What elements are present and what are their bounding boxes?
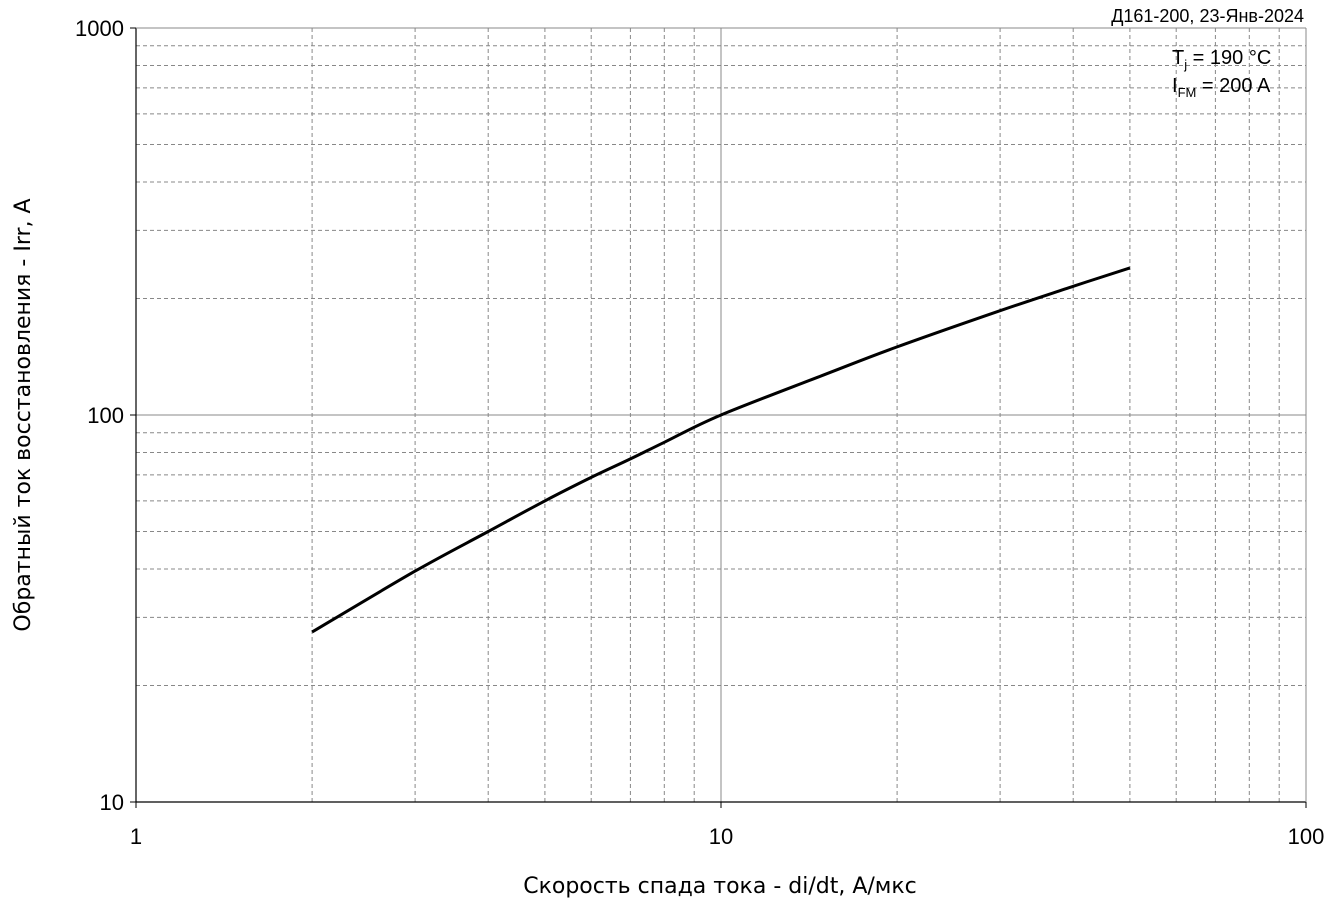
condition-symbol: T (1172, 47, 1184, 69)
header-note: Д161-200, 23-Янв-2024 (1111, 6, 1304, 26)
y-tick-label: 10 (100, 790, 124, 815)
condition-symbol: I (1172, 75, 1178, 97)
condition-junction-temperature: Tj = 190 °C (1172, 47, 1271, 72)
condition-forward-current: IFM = 200 A (1172, 75, 1271, 100)
y-tick-label: 1000 (75, 16, 124, 41)
x-tick-label: 100 (1288, 824, 1325, 849)
series-layer (311, 266, 1131, 634)
x-axis-title: Скорость спада тока - di/dt, А/мкс (523, 874, 917, 899)
condition-value: = 190 °C (1187, 47, 1271, 69)
y-tick-label: 100 (87, 403, 124, 428)
condition-subscript: FM (1178, 85, 1197, 100)
series-line-0 (311, 266, 1131, 634)
x-tick-label: 10 (709, 824, 733, 849)
condition-value: = 200 A (1196, 75, 1271, 97)
x-tick-label: 1 (130, 824, 142, 849)
y-axis-title: Обратный ток восстановления - Irr, А (11, 198, 36, 631)
condition-subscript: j (1183, 57, 1187, 72)
